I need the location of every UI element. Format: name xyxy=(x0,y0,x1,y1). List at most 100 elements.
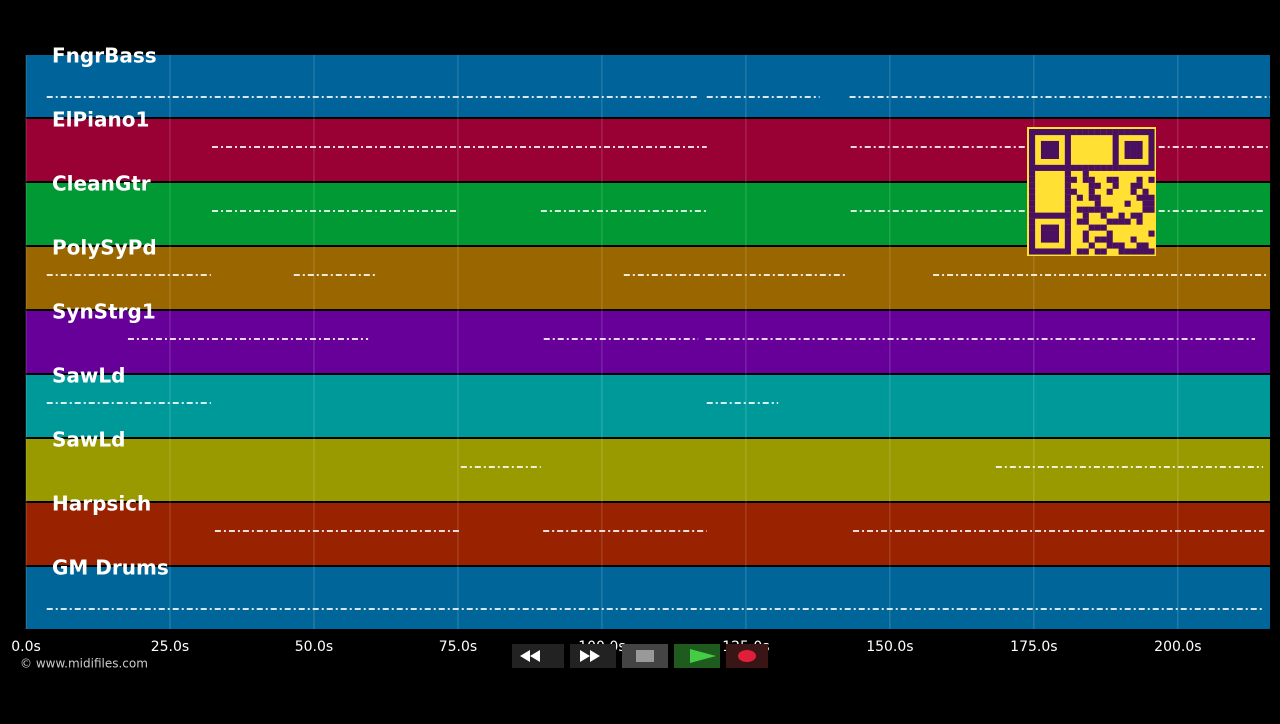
qr-cell xyxy=(1064,182,1071,189)
qr-cell xyxy=(1058,212,1065,219)
qr-cell xyxy=(1029,152,1036,159)
qr-cell xyxy=(1029,182,1036,189)
qr-cell xyxy=(1136,164,1143,171)
qr-cell xyxy=(1029,236,1036,243)
qr-cell xyxy=(1106,164,1113,171)
qr-cell xyxy=(1064,206,1071,213)
qr-cell xyxy=(1142,200,1149,207)
qr-cell xyxy=(1064,224,1071,231)
qr-cell xyxy=(1130,140,1137,148)
qr-cell xyxy=(1064,140,1071,148)
qr-cell xyxy=(1052,146,1059,154)
qr-cell xyxy=(1029,200,1036,207)
qr-cell xyxy=(1106,230,1113,237)
qr-code xyxy=(1027,127,1156,256)
qr-cell xyxy=(1112,134,1119,142)
qr-cell xyxy=(1094,129,1101,136)
qr-cell xyxy=(1029,188,1036,195)
qr-cell xyxy=(1029,206,1036,213)
tick-label: 175.0s xyxy=(1010,639,1057,655)
qr-cell xyxy=(1040,236,1048,243)
qr-cell xyxy=(1130,236,1137,243)
qr-cell xyxy=(1148,140,1155,148)
qr-cell xyxy=(1029,218,1036,225)
track-name: SawLd xyxy=(52,428,125,452)
copyright: © www.midifiles.com xyxy=(20,657,148,671)
qr-cell xyxy=(1040,140,1048,148)
qr-cell xyxy=(1029,212,1036,219)
qr-cell xyxy=(1142,194,1149,201)
play-icon xyxy=(690,649,716,663)
qr-cell xyxy=(1076,164,1083,171)
qr-cell xyxy=(1040,224,1048,231)
qr-cell xyxy=(1029,230,1036,237)
track-name: ElPiano1 xyxy=(52,108,149,132)
qr-cell xyxy=(1052,152,1059,159)
qr-cell xyxy=(1064,230,1071,237)
track-row xyxy=(26,247,1270,309)
qr-cell xyxy=(1064,170,1071,177)
qr-cell xyxy=(1118,242,1125,249)
qr-cell xyxy=(1106,129,1113,136)
track-row xyxy=(26,567,1270,629)
rewind-icon xyxy=(520,650,540,662)
qr-cell xyxy=(1148,164,1155,171)
qr-cell xyxy=(1112,146,1119,154)
qr-cell xyxy=(1029,170,1036,177)
qr-cell xyxy=(1100,236,1107,243)
track-name: CleanGtr xyxy=(52,172,151,196)
qr-cell xyxy=(1064,176,1071,183)
qr-cell xyxy=(1112,129,1119,136)
qr-cell xyxy=(1088,224,1095,231)
qr-cell xyxy=(1112,242,1119,249)
qr-cell xyxy=(1064,236,1071,243)
qr-cell xyxy=(1094,224,1101,231)
qr-cell xyxy=(1058,248,1065,255)
qr-cell xyxy=(1124,129,1131,136)
qr-cell xyxy=(1112,158,1119,165)
qr-cell xyxy=(1130,182,1137,189)
tick-label: 50.0s xyxy=(295,639,333,655)
qr-cell xyxy=(1040,152,1048,159)
qr-cell xyxy=(1046,236,1054,243)
qr-cell xyxy=(1064,242,1071,249)
track-name: SawLd xyxy=(52,364,125,388)
qr-cell xyxy=(1118,212,1125,219)
qr-cell xyxy=(1029,194,1036,201)
qr-cell xyxy=(1082,206,1089,213)
qr-cell xyxy=(1094,236,1101,243)
qr-cell xyxy=(1142,206,1149,213)
qr-cell xyxy=(1076,129,1083,136)
qr-cell xyxy=(1136,152,1143,159)
qr-cell xyxy=(1052,224,1059,231)
qr-cell xyxy=(1029,164,1036,171)
qr-cell xyxy=(1046,212,1054,219)
qr-cell xyxy=(1100,206,1107,213)
qr-cell xyxy=(1100,129,1107,136)
qr-cell xyxy=(1130,248,1137,255)
track-row xyxy=(26,439,1270,501)
stop-icon xyxy=(636,650,654,662)
qr-cell xyxy=(1052,140,1059,148)
qr-cell xyxy=(1094,206,1101,213)
qr-cell xyxy=(1148,230,1155,237)
qr-cell xyxy=(1130,129,1137,136)
qr-cell xyxy=(1136,182,1143,189)
qr-cell xyxy=(1058,129,1065,136)
track-row xyxy=(26,375,1270,437)
track-name: GM Drums xyxy=(52,556,169,580)
qr-cell xyxy=(1034,248,1042,255)
qr-cell xyxy=(1052,230,1059,237)
qr-cell xyxy=(1082,176,1089,183)
qr-cell xyxy=(1148,200,1155,207)
qr-cell xyxy=(1064,218,1071,225)
qr-cell xyxy=(1064,164,1071,171)
qr-cell xyxy=(1082,129,1089,136)
qr-cell xyxy=(1052,236,1059,243)
qr-cell xyxy=(1082,248,1089,255)
labels: FngrBass ElPiano1 CleanGtr PolySyPd SynStrg1… xyxy=(11,44,1201,656)
qr-cell xyxy=(1040,129,1048,136)
qr-cell xyxy=(1148,158,1155,165)
qr-cell xyxy=(1052,212,1059,219)
